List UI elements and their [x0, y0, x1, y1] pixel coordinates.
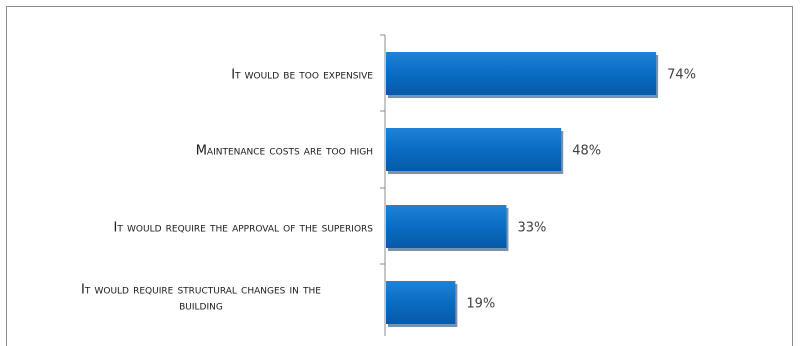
category-label: It would be too expensive — [231, 68, 373, 83]
plot-area: 74% It would be too expensive 48% Maintenan… — [81, 34, 696, 336]
data-label: 48% — [572, 144, 601, 159]
data-label: 19% — [466, 297, 495, 312]
category-label-line: building — [179, 299, 223, 314]
bar — [386, 52, 657, 95]
category-label: It would require the approval of the sup… — [114, 221, 374, 236]
data-label: 33% — [517, 221, 546, 236]
bar-chart: 74% It would be too expensive 48% Maintenan… — [81, 34, 696, 336]
bar — [386, 281, 456, 324]
bar — [386, 205, 507, 248]
category-label: Maintenance costs are too high — [196, 144, 373, 159]
category-label: It would require structural changes in t… — [81, 283, 321, 314]
category-label-line: It would require structural changes in t… — [81, 283, 321, 298]
bar — [386, 128, 562, 171]
data-label: 74% — [667, 68, 696, 83]
